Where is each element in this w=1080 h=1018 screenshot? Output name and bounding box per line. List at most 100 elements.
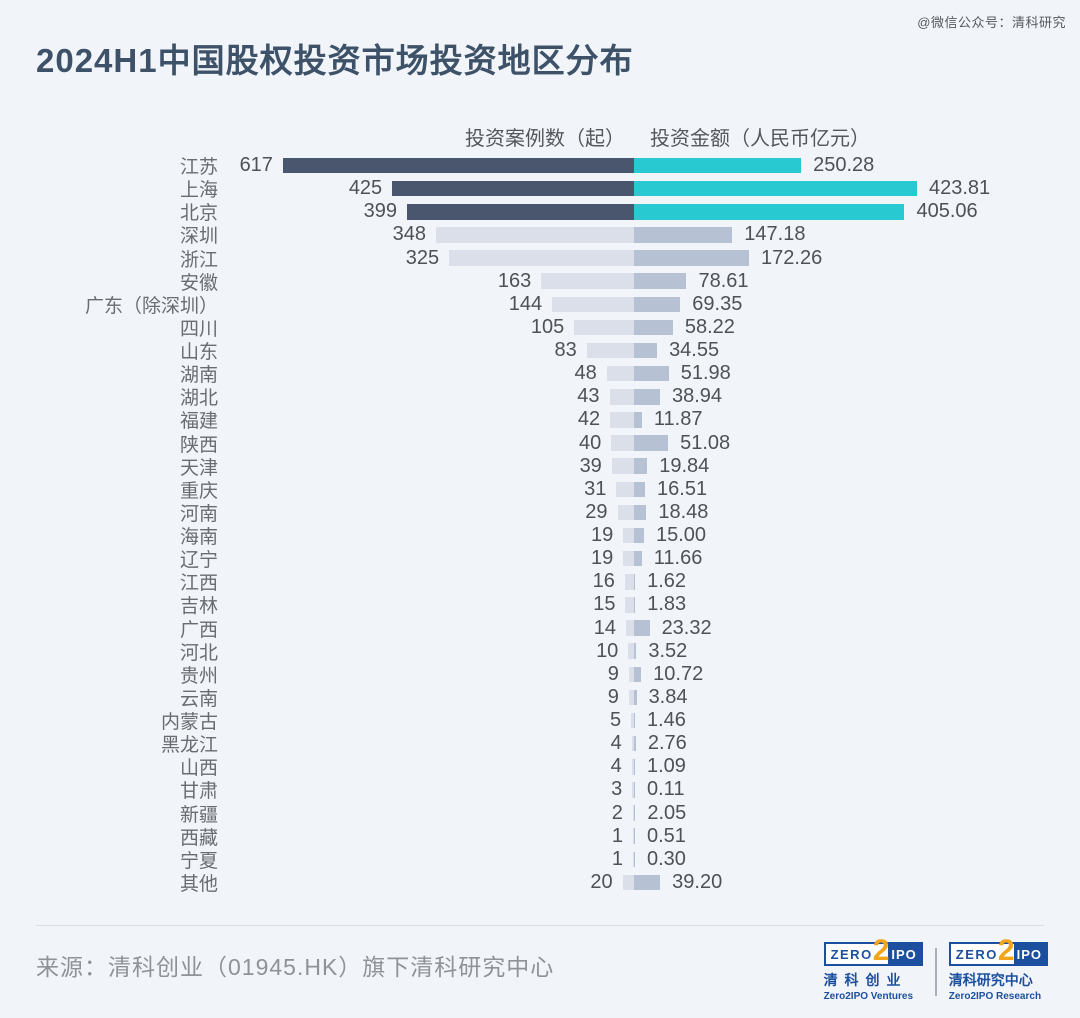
amount-bar <box>634 666 642 683</box>
amount-bar <box>634 342 658 359</box>
amount-value: 0.51 <box>647 824 686 847</box>
amount-bar <box>634 481 646 498</box>
case-count-value: 48 <box>574 362 597 385</box>
region-label: 深圳 <box>179 226 218 248</box>
chart-row: 西藏 1 0.51 <box>0 824 1080 849</box>
amount-value: 10.72 <box>653 662 704 685</box>
amount-bar <box>634 504 647 521</box>
right-series-header: 投资金额（人民币亿元） <box>650 128 870 150</box>
case-count-bar <box>610 412 634 428</box>
case-count-value: 39 <box>579 454 602 477</box>
zero2ipo-ventures-logo: ZERO 2 IPO 清科创业 Zero2IPO Ventures <box>823 936 923 1002</box>
amount-bar <box>634 550 642 567</box>
chart-row: 广西 14 23.32 <box>0 616 1080 641</box>
case-count-bar <box>631 759 634 775</box>
zero2ipo-research-logo: ZERO 2 IPO 清科研究中心 Zero2IPO Research <box>948 936 1048 1002</box>
logo-chinese-name: 清科研究中心 <box>948 972 1033 988</box>
region-label: 吉林 <box>179 596 218 618</box>
region-label: 宁夏 <box>179 850 218 872</box>
amount-value: 78.61 <box>698 269 749 292</box>
case-count-value: 9 <box>607 662 619 685</box>
logo-ipo-text: IPO <box>1013 944 1046 964</box>
region-label: 辽宁 <box>179 550 218 572</box>
case-count-bar <box>622 874 634 891</box>
case-count-value: 5 <box>610 709 622 732</box>
case-count-value: 163 <box>497 269 532 292</box>
region-label: 内蒙古 <box>160 712 218 734</box>
amount-bar <box>634 204 905 220</box>
chart-row: 上海 425 423.81 <box>0 177 1080 201</box>
amount-value: 147.18 <box>744 223 806 246</box>
amount-bar <box>634 273 687 289</box>
region-label: 四川 <box>179 318 218 340</box>
amount-bar <box>634 828 635 844</box>
region-label: 西藏 <box>179 827 218 849</box>
chart-row: 其他 20 39.20 <box>0 870 1080 895</box>
chart-row: 内蒙古 5 1.46 <box>0 709 1080 734</box>
amount-bar <box>634 412 642 428</box>
chart-row: 甘肃 3 0.11 <box>0 778 1080 802</box>
case-count-value: 43 <box>577 385 600 408</box>
case-count-value: 14 <box>593 616 617 639</box>
case-count-bar <box>628 689 634 706</box>
chart-row: 安徽 163 78.61 <box>0 269 1080 294</box>
amount-value: 39.20 <box>672 870 723 893</box>
case-count-value: 15 <box>593 593 616 616</box>
chart-row: 贵州 9 10.72 <box>0 662 1080 687</box>
amount-value: 38.94 <box>672 385 723 408</box>
case-count-value: 40 <box>579 431 602 454</box>
region-label: 河南 <box>179 503 218 525</box>
case-count-value: 617 <box>239 154 273 177</box>
amount-bar <box>634 435 669 451</box>
region-label: 湖北 <box>179 388 218 410</box>
chart-row: 河南 29 18.48 <box>0 500 1080 525</box>
chart-row: 福建 42 11.87 <box>0 408 1080 432</box>
logo-separator <box>934 948 937 996</box>
case-count-value: 31 <box>584 477 607 500</box>
case-count-value: 399 <box>363 200 397 223</box>
case-count-bar <box>632 805 634 821</box>
case-count-value: 10 <box>596 639 619 662</box>
brand-logos: ZERO 2 IPO 清科创业 Zero2IPO Ventures ZERO 2… <box>823 936 1048 1002</box>
chart-row: 北京 399 405.06 <box>0 200 1080 224</box>
amount-value: 18.48 <box>658 500 709 523</box>
case-count-bar <box>626 620 634 636</box>
amount-bar <box>634 319 673 336</box>
chart-row: 重庆 31 16.51 <box>0 477 1080 502</box>
case-count-bar <box>406 204 634 220</box>
region-label: 其他 <box>179 873 218 895</box>
region-label: 浙江 <box>179 249 218 271</box>
case-count-value: 425 <box>348 177 383 200</box>
logo-chinese-name: 清科创业 <box>823 972 908 988</box>
chart-row: 新疆 2 2.05 <box>0 802 1080 826</box>
amount-value: 23.32 <box>661 616 712 639</box>
chart-row: 四川 105 58.22 <box>0 315 1080 340</box>
amount-value: 16.51 <box>657 477 708 500</box>
case-count-bar <box>628 666 634 683</box>
amount-bar <box>634 735 636 752</box>
logo-english-name: Zero2IPO Ventures <box>823 991 914 1002</box>
amount-bar <box>634 227 733 243</box>
region-label: 江苏 <box>179 157 218 179</box>
logo-english-name: Zero2IPO Research <box>948 991 1042 1002</box>
region-label: 云南 <box>179 688 218 710</box>
region-label: 新疆 <box>179 804 218 826</box>
case-count-value: 19 <box>590 524 614 547</box>
chart-row: 辽宁 19 11.66 <box>0 547 1080 572</box>
amount-value: 11.66 <box>653 547 703 570</box>
logo-ipo-text: IPO <box>888 944 921 964</box>
amount-value: 58.22 <box>684 315 735 338</box>
logo-zero-text: ZERO <box>830 946 873 962</box>
amount-value: 0.30 <box>647 847 686 870</box>
amount-bar <box>634 250 750 266</box>
logo-zero-text: ZERO <box>955 946 998 962</box>
chart-row: 江西 16 1.62 <box>0 570 1080 594</box>
case-count-value: 9 <box>607 685 619 708</box>
case-count-bar <box>631 712 634 729</box>
chart-row: 江苏 617 250.28 <box>0 154 1080 179</box>
chart-row: 湖南 48 51.98 <box>0 362 1080 386</box>
case-count-bar <box>552 296 634 313</box>
case-count-bar <box>282 157 634 174</box>
case-count-value: 1 <box>611 847 623 870</box>
